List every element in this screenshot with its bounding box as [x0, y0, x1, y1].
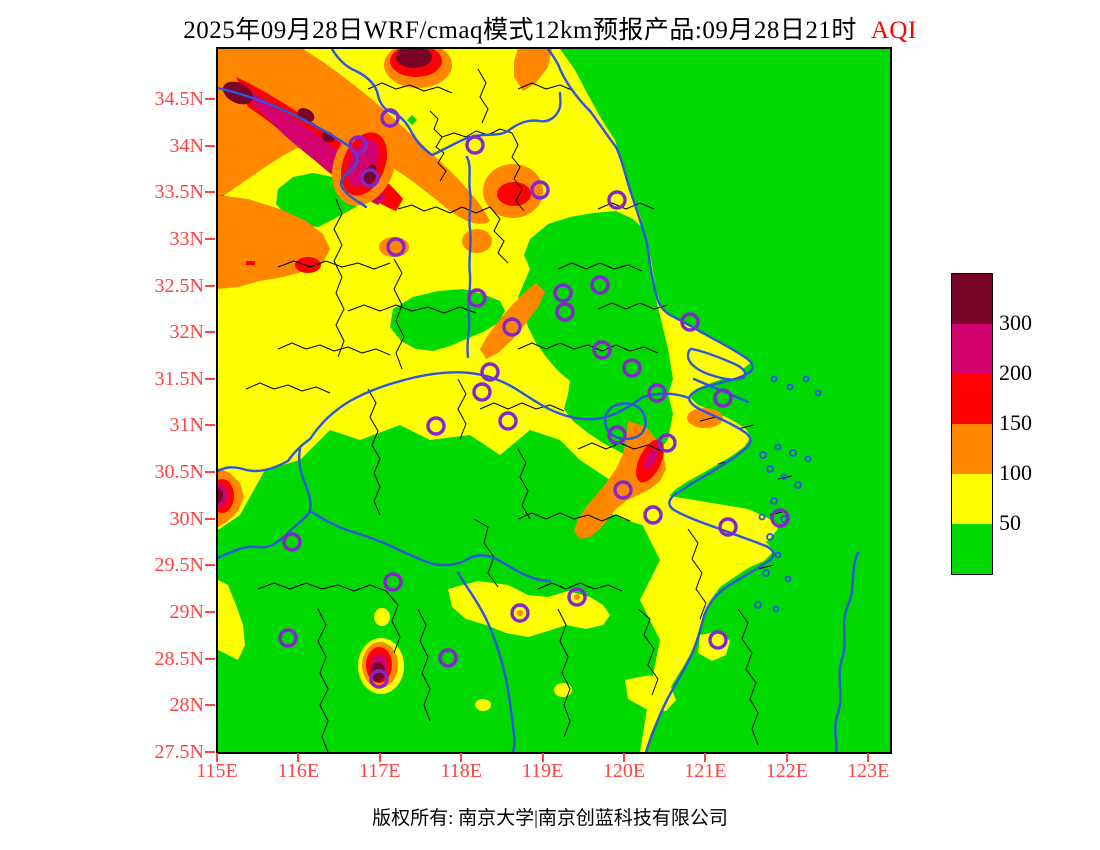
y-axis-tick	[205, 284, 215, 287]
y-axis-tick	[205, 517, 215, 520]
x-axis-label: 117E	[359, 760, 401, 782]
boundary-northwest-a	[218, 86, 368, 209]
x-axis-tick	[460, 753, 463, 762]
x-axis-tick	[297, 753, 300, 762]
x-axis-tick	[623, 753, 625, 762]
x-axis-label: 116E	[277, 760, 320, 782]
x-axis-label: 122E	[765, 760, 808, 782]
title-metric-aqi: AQI	[870, 17, 917, 44]
y-axis-label: 31N	[169, 414, 204, 437]
pollution-hotspot-west-edge	[218, 468, 244, 527]
title-text: 2025年09月28日WRF/cmaq模式12km预报产品:09月28日21时	[183, 17, 857, 44]
x-axis-tick	[541, 753, 544, 762]
pollution-hotspot-shanghai	[574, 421, 666, 539]
station-markers	[278, 108, 790, 689]
y-axis-tick	[205, 750, 215, 753]
legend-swatch	[952, 274, 992, 324]
estuary-island-outline	[686, 347, 747, 381]
x-axis-tick	[378, 753, 381, 762]
legend-label: 150	[999, 410, 1032, 435]
y-axis-tick	[205, 657, 215, 660]
y-axis-label: 29.5N	[154, 554, 204, 577]
legend-label: 300	[999, 310, 1032, 335]
coastline	[546, 49, 775, 752]
legend-label: 50	[999, 510, 1021, 535]
y-axis-label: 30N	[169, 507, 204, 530]
boundary-northwest-b	[330, 49, 562, 157]
y-axis-label: 33.5N	[154, 181, 204, 204]
x-axis-tick	[867, 753, 870, 762]
boundary-zhejiang-south	[308, 509, 552, 583]
y-axis-tick	[205, 564, 215, 567]
province-boundaries	[218, 49, 860, 752]
estuary-island	[688, 349, 746, 380]
y-axis-label: 34N	[169, 134, 204, 157]
y-axis-tick	[205, 98, 215, 100]
y-axis-label: 28.5N	[154, 647, 204, 670]
y-axis-label: 34.5N	[154, 88, 204, 110]
legend-swatch	[952, 424, 992, 474]
x-axis-label: 118E	[440, 760, 482, 782]
y-axis-tick	[205, 611, 215, 614]
y-axis-tick	[205, 144, 215, 147]
y-axis-tick	[205, 471, 215, 474]
legend-swatch	[952, 374, 992, 424]
y-axis-label: 31.5N	[154, 367, 204, 390]
taihu-lake	[604, 402, 647, 441]
river-southeast	[834, 551, 860, 752]
legend-swatch	[952, 524, 992, 574]
x-axis-tick	[704, 753, 707, 762]
qiantang-river	[456, 571, 516, 752]
y-axis-tick	[205, 704, 215, 707]
x-axis-label: 120E	[602, 760, 646, 782]
legend-swatch	[952, 474, 992, 524]
aqi-map	[218, 49, 890, 752]
y-axis-tick	[205, 331, 215, 334]
y-axis-label: 32.5N	[154, 274, 204, 297]
y-axis-tick	[205, 424, 215, 427]
sea-region	[560, 49, 890, 752]
x-axis-tick	[216, 753, 218, 762]
boundary-jiangsu-anhui	[465, 155, 472, 359]
green-dot-north	[407, 115, 417, 125]
y-axis-tick	[205, 377, 215, 380]
y-axis-tick	[205, 191, 215, 194]
copyright-footer: 版权所有: 南京大学|南京创蓝科技有限公司	[372, 808, 728, 829]
yangtze-river	[218, 371, 691, 473]
legend-swatch	[952, 324, 992, 374]
legend-label: 100	[999, 460, 1032, 485]
y-axis-label: 30.5N	[154, 461, 204, 484]
page-title: 2025年09月28日WRF/cmaq模式12km预报产品:09月28日21时 A…	[0, 10, 1100, 46]
island-outlines	[754, 375, 822, 613]
county-boundaries	[245, 68, 793, 752]
y-axis-label: 29N	[169, 601, 204, 624]
x-axis-tick	[785, 753, 788, 762]
pollution-blob-top-center	[384, 49, 552, 91]
pollution-area-west	[218, 195, 330, 289]
green-region-south	[218, 425, 660, 752]
legend-label: 200	[999, 360, 1032, 385]
y-axis-label: 32N	[169, 321, 204, 344]
x-axis-label: 121E	[684, 760, 727, 782]
y-axis-label: 27.5N	[154, 740, 204, 763]
aqi-legend-bar	[951, 273, 993, 575]
x-axis-label: 119E	[521, 760, 564, 782]
map-frame	[216, 47, 892, 754]
x-axis-label: 115E	[196, 760, 238, 782]
boundary-anhui-zhejiang	[218, 447, 312, 560]
y-axis-tick	[205, 237, 215, 240]
y-axis-label: 33N	[169, 227, 204, 250]
y-axis-label: 28N	[169, 694, 204, 717]
x-axis-label: 123E	[847, 760, 890, 782]
